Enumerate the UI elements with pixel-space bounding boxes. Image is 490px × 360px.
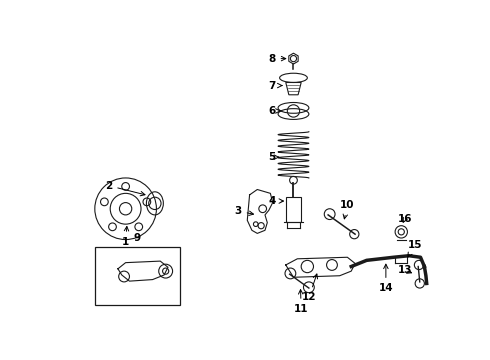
Text: 2: 2	[105, 181, 145, 196]
Bar	[286, 197, 301, 222]
Text: 5: 5	[269, 152, 279, 162]
Text: 3: 3	[234, 206, 253, 216]
Text: 9: 9	[134, 233, 141, 243]
Text: 14: 14	[379, 264, 393, 293]
Text: 1: 1	[122, 226, 129, 247]
Text: 13: 13	[398, 265, 413, 275]
Text: 16: 16	[398, 214, 413, 224]
Text: 7: 7	[268, 81, 282, 91]
Text: 6: 6	[269, 106, 281, 116]
Text: 4: 4	[268, 196, 283, 206]
Bar	[95, 247, 179, 305]
Text: 8: 8	[269, 54, 286, 64]
Text: 10: 10	[340, 200, 355, 219]
Text: 12: 12	[302, 274, 318, 302]
Text: 11: 11	[294, 289, 308, 314]
Text: 15: 15	[408, 240, 422, 257]
